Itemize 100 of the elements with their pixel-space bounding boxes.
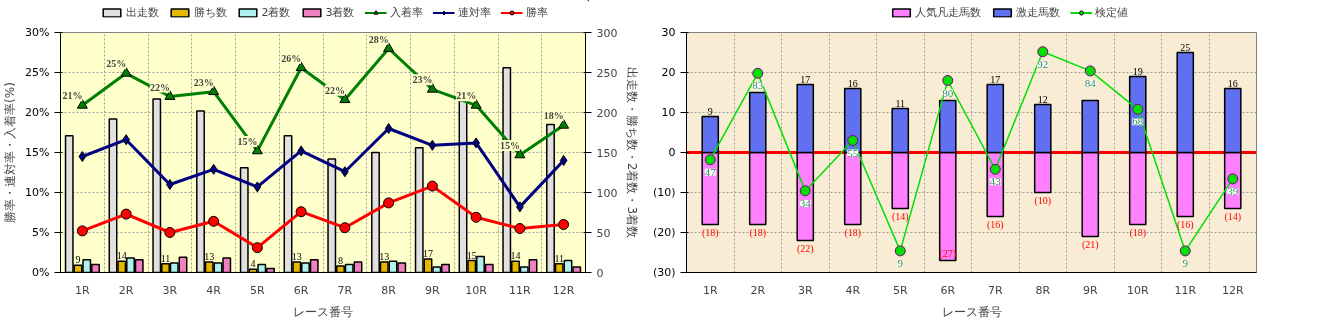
- point: [295, 61, 307, 72]
- y2-tick-label: 200: [596, 106, 618, 120]
- x-tick-label: 4R: [206, 283, 222, 297]
- data-label: (14): [891, 210, 909, 223]
- y-tick-label: (30): [652, 266, 676, 279]
- point: [514, 223, 526, 234]
- point: [514, 148, 526, 159]
- point: [558, 119, 570, 129]
- point: [799, 185, 811, 197]
- x-tick-label: 11R: [509, 283, 532, 297]
- data-label: 25%: [106, 58, 127, 70]
- legend-label: 勝率: [525, 4, 548, 20]
- y-tick-label: 15%: [25, 146, 50, 159]
- data-label: 17: [423, 247, 433, 259]
- y-tick-label: 20%: [25, 106, 50, 119]
- data-label: (21): [1081, 238, 1099, 251]
- data-label: 15%: [237, 135, 258, 147]
- data-label: 14: [510, 250, 521, 262]
- y-tick-label: 20: [661, 66, 676, 79]
- data-label: 13: [379, 251, 390, 263]
- legend-label: 連対率: [457, 4, 491, 20]
- legend-label: 入着率: [389, 4, 423, 20]
- point: [989, 163, 1001, 175]
- point: [120, 67, 132, 77]
- data-label: 14: [116, 250, 127, 262]
- data-label: 11: [895, 97, 906, 109]
- y-tick-label: (20): [652, 226, 676, 239]
- data-label: 17: [990, 73, 1001, 85]
- point: [166, 179, 174, 190]
- y2-tick-label: 100: [596, 186, 618, 200]
- point: [470, 99, 482, 109]
- data-label: (10): [1034, 194, 1052, 207]
- data-label: 15%: [499, 139, 520, 151]
- y-tick-label: (10): [652, 186, 676, 199]
- point: [251, 242, 263, 254]
- x-tick-label: 6R: [293, 283, 309, 297]
- x-tick-label: 5R: [892, 283, 908, 297]
- y-tick-label: 5%: [32, 226, 50, 239]
- x-tick-label: 9R: [1082, 283, 1098, 297]
- x-tick-label: 9R: [425, 283, 441, 297]
- point: [339, 93, 351, 104]
- point: [208, 85, 220, 96]
- point: [428, 139, 437, 151]
- x-tick-label: 7R: [337, 283, 353, 297]
- point: [164, 227, 176, 238]
- data-label: 22%: [149, 81, 170, 93]
- data-label: 9: [75, 254, 81, 266]
- point: [558, 219, 570, 230]
- y-tick-label: 25%: [25, 66, 50, 79]
- data-label: 21%: [456, 90, 477, 102]
- point: [209, 163, 218, 175]
- x-tick-label: 8R: [381, 283, 397, 297]
- x-tick-label: 1R: [702, 283, 718, 297]
- data-label: 13: [204, 251, 215, 263]
- data-label: (16): [1176, 218, 1194, 231]
- data-label: 47: [704, 165, 717, 178]
- y2-tick-label: 300: [596, 26, 618, 40]
- point: [76, 225, 88, 237]
- data-label: 23%: [193, 76, 214, 88]
- data-label: 55: [847, 146, 859, 159]
- x-tick-label: 11R: [1174, 283, 1197, 297]
- x-axis-title: レース番号: [941, 304, 1002, 319]
- data-label: 16: [847, 77, 858, 89]
- y2-axis-title: 出走数・勝ち数・2着数・3着数: [625, 66, 640, 239]
- data-label: (14): [1224, 210, 1242, 223]
- x-tick-label: 7R: [987, 283, 1003, 297]
- x-tick-label: 2R: [750, 283, 766, 297]
- data-label: 18%: [543, 110, 564, 122]
- x-tick-label: 1R: [75, 283, 91, 297]
- point: [1037, 46, 1049, 58]
- x-tick-label: 10R: [1126, 283, 1149, 297]
- data-label: 9: [897, 256, 904, 269]
- x-axis-title: レース番号: [293, 304, 353, 319]
- x-tick-label: 6R: [940, 283, 956, 297]
- legend-label: 激走馬数: [1015, 4, 1060, 20]
- data-label: 80: [942, 86, 954, 99]
- data-label: 13: [291, 251, 302, 263]
- y2-tick-label: 50: [596, 226, 611, 240]
- data-label: (22): [796, 242, 814, 255]
- y2-tick-label: 250: [596, 66, 618, 80]
- data-label: 25: [1180, 41, 1191, 53]
- point: [894, 245, 906, 257]
- y2-tick-label: 0: [596, 266, 604, 280]
- point: [847, 135, 859, 146]
- y-axis-title: 勝率・連対率・入着率(%): [3, 82, 18, 223]
- data-label: 84: [1084, 76, 1097, 89]
- data-label: 9: [707, 105, 713, 117]
- x-tick-label: 3R: [162, 283, 178, 297]
- data-label: 4: [250, 258, 256, 270]
- x-tick-label: 8R: [1035, 283, 1051, 297]
- point: [942, 75, 954, 86]
- x-tick-label: 3R: [797, 283, 813, 297]
- data-label: 11: [160, 252, 171, 264]
- data-label: 22%: [324, 84, 345, 96]
- legend-label: 検定値: [1094, 4, 1128, 20]
- data-label: 26%: [281, 52, 302, 64]
- y-tick-label: 30: [661, 26, 676, 39]
- point: [76, 99, 88, 109]
- x-tick-label: 2R: [118, 283, 134, 297]
- legend-label: 出走数: [125, 4, 159, 20]
